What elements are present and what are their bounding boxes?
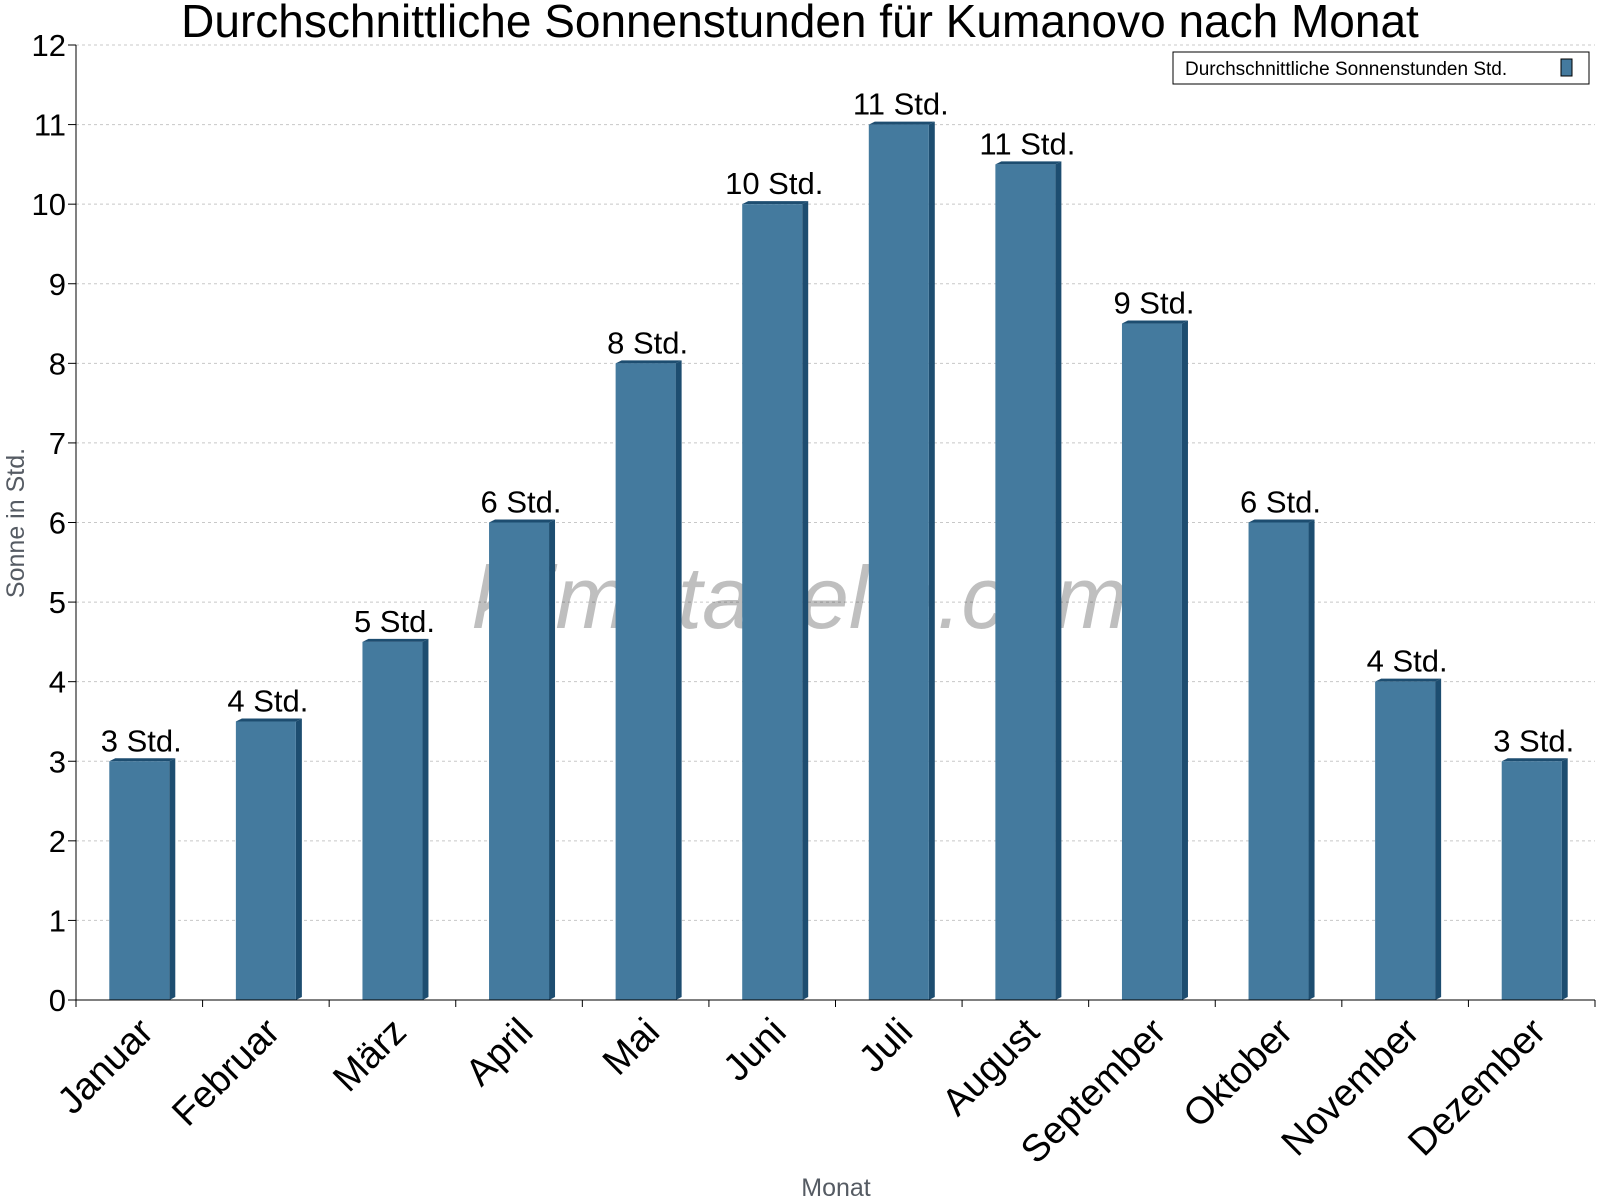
y-tick-label: 8 xyxy=(49,346,66,381)
bars xyxy=(109,121,1568,1001)
data-label: 4 Std. xyxy=(227,683,308,718)
y-tick-label: 10 xyxy=(32,187,66,222)
x-tick-label: November xyxy=(1274,1010,1428,1164)
bar-side xyxy=(549,519,556,1000)
x-tick-label: Mai xyxy=(595,1011,668,1084)
bar-top xyxy=(1121,320,1188,324)
bar-side xyxy=(169,758,176,1000)
x-axis-label: Monat xyxy=(801,1174,871,1200)
bar xyxy=(235,718,302,1000)
y-tick-label: 2 xyxy=(49,824,66,859)
bar-top xyxy=(362,638,429,642)
bar-side xyxy=(1055,161,1062,1000)
y-tick-label: 9 xyxy=(49,267,66,302)
bar xyxy=(615,360,682,1000)
data-label: 3 Std. xyxy=(1493,723,1574,758)
x-tick-label: Dezember xyxy=(1400,1010,1554,1164)
grid-lines xyxy=(76,44,1595,921)
x-tick-label: Juli xyxy=(851,1011,921,1081)
bar-side xyxy=(295,718,302,1000)
bar xyxy=(868,121,935,1001)
bar-side xyxy=(422,638,429,1000)
bar xyxy=(742,201,809,1000)
bar-top xyxy=(235,718,302,722)
bar-face xyxy=(615,363,676,1000)
bar-face xyxy=(1375,681,1436,1000)
legend-box xyxy=(1172,51,1590,85)
bar-top xyxy=(1375,678,1442,682)
data-label: 6 Std. xyxy=(481,485,562,520)
bar-side xyxy=(1561,758,1568,1000)
data-label: 10 Std. xyxy=(725,166,823,201)
bar-side xyxy=(675,360,682,1000)
data-label: 5 Std. xyxy=(354,604,435,639)
data-labels: 3 Std. 4 Std. 5 Std. 6 Std. 8 Std. 10 Std. 11 … xyxy=(101,87,1574,759)
bar-face xyxy=(995,164,1056,1000)
bar-face xyxy=(489,522,550,1000)
data-label: 6 Std. xyxy=(1240,485,1321,520)
bar xyxy=(995,161,1062,1000)
bar-side xyxy=(1181,320,1188,1001)
y-tick-label: 0 xyxy=(49,983,66,1018)
bar-face xyxy=(362,641,423,1000)
bar-side xyxy=(1435,678,1442,1000)
bar-side xyxy=(928,121,935,1001)
bar-top xyxy=(742,201,809,205)
legend-label: Durchschnittliche Sonnenstunden Std. xyxy=(1185,59,1507,80)
y-tick-label: 6 xyxy=(49,506,66,541)
data-label: 9 Std. xyxy=(1113,286,1194,321)
bar xyxy=(362,638,429,1000)
x-tick-label: März xyxy=(325,1011,414,1100)
legend-swatch xyxy=(1560,58,1573,77)
data-label: 8 Std. xyxy=(607,325,688,360)
bar-face xyxy=(742,204,803,1000)
bar-face xyxy=(868,124,929,1001)
data-label: 3 Std. xyxy=(101,723,182,758)
bar xyxy=(109,758,176,1000)
x-tick-label: August xyxy=(934,1010,1048,1124)
y-tick-label: 3 xyxy=(49,744,66,779)
bar-face xyxy=(109,761,170,1000)
bar-face xyxy=(1248,522,1309,1000)
bar-top xyxy=(615,360,682,364)
y-tick-label: 4 xyxy=(49,665,66,700)
y-tick-label: 11 xyxy=(34,108,66,143)
bar-top xyxy=(995,161,1062,165)
bar-top xyxy=(1248,519,1315,523)
y-axis-label: Sonne in Std. xyxy=(2,448,30,598)
x-tick-label: Januar xyxy=(50,1010,162,1122)
bar xyxy=(1501,758,1568,1000)
bar-side xyxy=(1308,519,1315,1000)
y-tick-label: 5 xyxy=(49,585,66,620)
bar-face xyxy=(235,721,296,1000)
data-label: 11 Std. xyxy=(979,126,1075,161)
bar-face xyxy=(1501,761,1562,1000)
data-label: 11 Std. xyxy=(853,87,949,122)
y-tick-label: 7 xyxy=(49,426,66,461)
bar-side xyxy=(802,201,809,1000)
bar-face xyxy=(1121,323,1182,1001)
chart-title: Durchschnittliche Sonnenstunden für Kuma… xyxy=(181,0,1419,47)
legend: Durchschnittliche Sonnenstunden Std. xyxy=(1172,51,1590,85)
y-tick-label: 1 xyxy=(49,903,66,938)
x-tick-label: April xyxy=(458,1011,541,1094)
bar-top xyxy=(1501,758,1568,762)
bar xyxy=(489,519,556,1000)
bar-top xyxy=(489,519,556,523)
x-axis-ticks: Januar Februar März April Mai Juni Juli AugustS… xyxy=(50,1000,1596,1172)
bar xyxy=(1248,519,1315,1000)
bar-top xyxy=(109,758,176,762)
data-label: 4 Std. xyxy=(1367,644,1448,679)
x-tick-label: Februar xyxy=(164,1010,288,1134)
y-tick-label: 12 xyxy=(32,28,66,63)
bar-top xyxy=(868,121,935,125)
x-tick-label: Oktober xyxy=(1176,1010,1302,1136)
bar xyxy=(1121,320,1188,1001)
x-tick-label: Juni xyxy=(716,1011,795,1090)
bar xyxy=(1375,678,1442,1000)
